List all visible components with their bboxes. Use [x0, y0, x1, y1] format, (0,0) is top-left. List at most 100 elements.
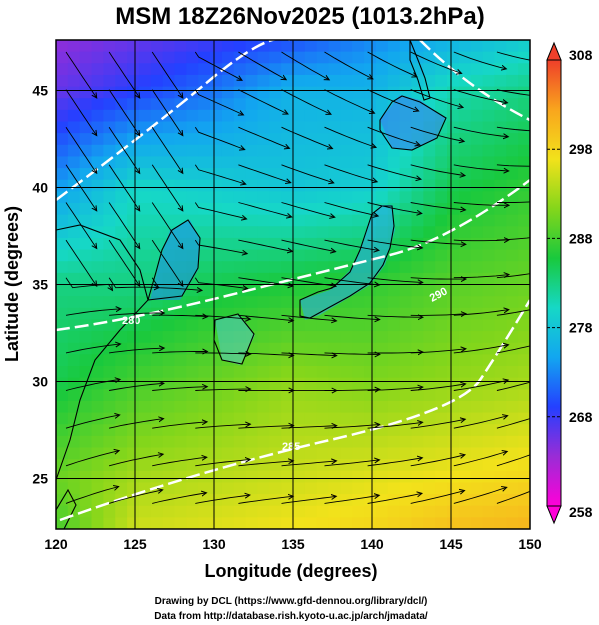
heatmap-cell	[470, 331, 484, 344]
heatmap-cell	[269, 424, 282, 437]
heatmap-cell	[245, 307, 259, 321]
heatmap-cell	[387, 494, 401, 507]
heatmap-cell	[506, 156, 519, 169]
heatmap-cell	[470, 226, 484, 239]
heatmap-cell	[91, 133, 104, 146]
heatmap-cell	[399, 63, 413, 76]
heatmap-cell	[447, 261, 460, 274]
heatmap-cell	[79, 203, 93, 216]
heatmap-cell	[352, 226, 365, 239]
heatmap-cell	[150, 470, 164, 484]
heatmap-cell	[328, 470, 341, 484]
heatmap-cell	[257, 389, 270, 402]
heatmap-cell	[518, 121, 530, 134]
heatmap-cell	[162, 203, 176, 216]
heatmap-cell	[399, 447, 413, 460]
heatmap-cell	[340, 191, 353, 204]
heatmap-cell	[340, 447, 353, 460]
heatmap-cell	[352, 366, 365, 379]
streamline	[281, 126, 332, 148]
heatmap-cell	[138, 435, 152, 449]
heatmap-cell	[127, 412, 140, 425]
streamline	[410, 89, 462, 108]
streamline	[152, 457, 205, 467]
heatmap-cell	[79, 459, 93, 472]
heatmap-cell	[162, 505, 176, 518]
heatmap-cell	[56, 331, 69, 344]
land-masses	[150, 95, 445, 365]
heatmap-cell	[115, 272, 128, 286]
streamline	[453, 126, 507, 136]
heatmap-cell	[162, 342, 176, 355]
streamline	[367, 89, 418, 111]
heatmap-cell	[364, 168, 377, 181]
heatmap-cell	[67, 319, 81, 332]
heatmap-cell	[482, 226, 496, 239]
heatmap-cell	[79, 156, 93, 169]
heatmap-cell	[186, 307, 199, 321]
heatmap-cell	[162, 319, 176, 332]
heatmap-cell	[91, 412, 104, 425]
heatmap-cell	[233, 203, 247, 216]
heatmap-cell	[340, 226, 353, 239]
heatmap-cell	[115, 168, 128, 181]
heatmap-cell	[269, 168, 282, 181]
heatmap-cell	[364, 517, 377, 529]
heatmap-cell	[67, 366, 81, 379]
contour-line-4	[419, 40, 530, 122]
heatmap-cell	[198, 400, 211, 414]
heatmap-cell	[293, 342, 306, 355]
heatmap-cell	[257, 424, 270, 437]
heatmap-cell	[210, 249, 223, 262]
heatmap-cell	[174, 424, 187, 437]
heatmap-cell	[245, 109, 259, 123]
heatmap-cell	[293, 86, 306, 99]
heatmap-cell	[387, 261, 401, 274]
heatmap-cell	[233, 144, 247, 158]
contour-line-1	[56, 40, 290, 202]
heatmap-cell	[447, 517, 460, 529]
heatmap-cell	[138, 237, 152, 251]
heatmap-cell	[115, 156, 128, 169]
heatmap-cell	[364, 447, 377, 460]
heatmap-cell	[482, 63, 496, 76]
heatmap-cell	[150, 424, 164, 437]
heatmap-cell	[470, 412, 484, 425]
heatmap-cell	[162, 51, 176, 64]
heatmap-cell	[281, 377, 294, 390]
heatmap-cell	[387, 424, 401, 437]
heatmap-cell	[458, 354, 472, 367]
x-tick-label: 135	[281, 536, 305, 552]
streamline	[152, 422, 206, 429]
heatmap-cell	[91, 494, 104, 507]
heatmap-cell	[375, 40, 389, 53]
streamline	[151, 202, 182, 248]
streamline	[453, 452, 506, 467]
heatmap-cell	[447, 494, 460, 507]
heatmap-cell	[304, 74, 318, 88]
heatmap-cell	[399, 272, 413, 286]
heatmap-cell	[304, 109, 318, 123]
heatmap-cell	[67, 86, 81, 99]
heatmap-cell	[257, 296, 270, 309]
heatmap-cell	[56, 447, 69, 460]
heatmap-cell	[150, 226, 164, 239]
heatmap-cell	[115, 424, 128, 437]
heatmap-cell	[458, 331, 472, 344]
heatmap-cell	[269, 214, 282, 227]
heatmap-cell	[482, 133, 496, 146]
heatmap-cell	[138, 331, 152, 344]
heatmap-cell	[221, 296, 235, 309]
heatmap-cell	[138, 98, 152, 111]
heatmap-cell	[269, 517, 282, 529]
heatmap-cell	[221, 482, 235, 495]
heatmap-cell	[423, 494, 436, 507]
heatmap-cell	[162, 168, 176, 181]
heatmap-cell	[482, 400, 496, 414]
heatmap-cell	[494, 203, 507, 216]
heatmap-cell	[162, 482, 176, 495]
heatmap-cell	[127, 505, 140, 518]
heatmap-cell	[186, 400, 199, 414]
heatmap-cell	[364, 307, 377, 321]
heatmap-cell	[375, 354, 389, 367]
